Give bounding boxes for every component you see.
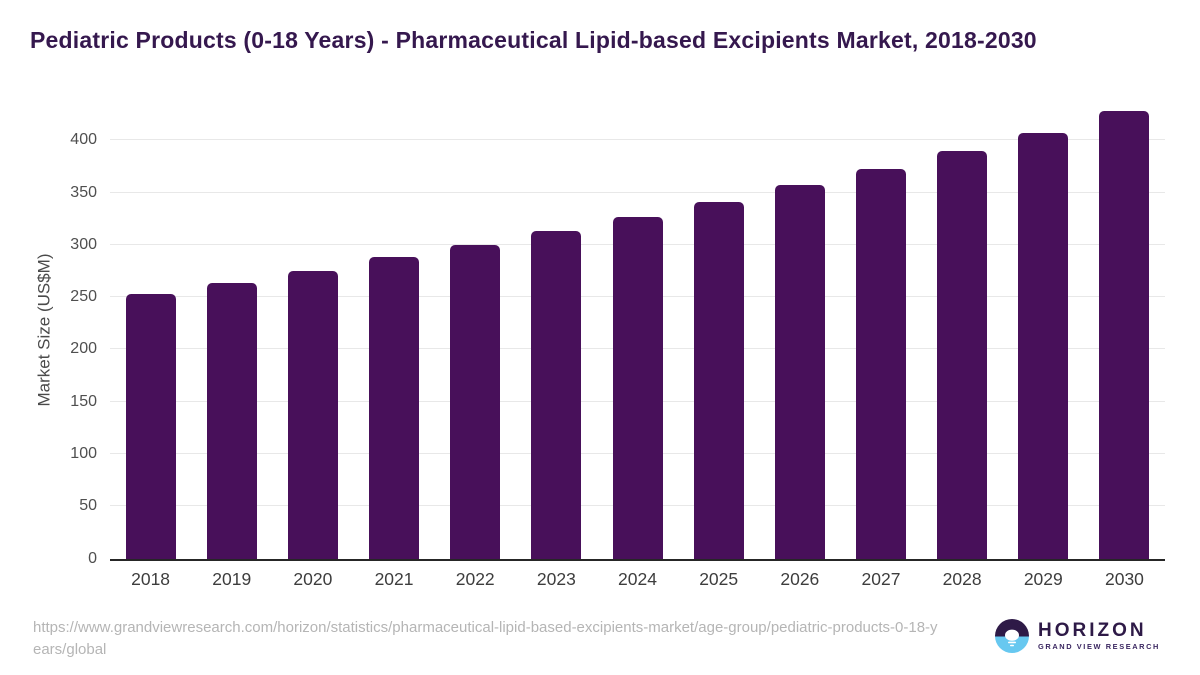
bar-slot [272, 101, 353, 559]
header: Pediatric Products (0-18 Years) - Pharma… [0, 0, 1200, 55]
x-tick-label: 2019 [212, 568, 252, 589]
bar-slot [353, 101, 434, 559]
x-tick-label: 2023 [536, 568, 576, 589]
x-tick-label: 2026 [780, 568, 820, 589]
bar [1099, 111, 1150, 559]
bar-slot [597, 101, 678, 559]
x-tick-label: 2025 [699, 568, 739, 589]
bar [287, 271, 338, 559]
bar-slot [1003, 101, 1084, 559]
footer: https://www.grandviewresearch.com/horizo… [0, 609, 1200, 675]
bar [531, 231, 582, 559]
gridline [110, 139, 1165, 141]
bar-slot [110, 101, 191, 559]
bar-slot [516, 101, 597, 559]
logo-text: HORIZON GRAND VIEW RESEARCH [1038, 619, 1160, 652]
bar [774, 185, 825, 559]
bar-slot [191, 101, 272, 559]
bar [125, 294, 176, 559]
bar-slot [840, 101, 921, 559]
brand-subtitle: GRAND VIEW RESEARCH [1038, 642, 1160, 652]
x-tick-label: 2028 [942, 568, 982, 589]
x-tick-label: 2018 [131, 568, 171, 589]
bar-slot [435, 101, 516, 559]
bar-slot [922, 101, 1003, 559]
bar [369, 257, 420, 559]
bars [110, 101, 1165, 559]
bar [206, 282, 257, 559]
y-tick-label: 200 [70, 340, 97, 358]
y-tick-label: 350 [70, 183, 97, 201]
y-tick-label: 300 [70, 235, 97, 253]
chart: Market Size (US$M) 0 50 100 150 200 250 300 350… [35, 101, 1165, 567]
bar [855, 168, 906, 559]
y-tick-label: 100 [70, 445, 97, 463]
bar [1018, 133, 1069, 559]
y-tick-label: 150 [70, 392, 97, 410]
bar [450, 244, 501, 559]
x-tick-label: 2020 [293, 568, 333, 589]
x-tick-label: 2021 [374, 568, 414, 589]
logo: HORIZON GRAND VIEW RESEARCH [995, 619, 1160, 653]
y-tick-label: 50 [79, 497, 97, 515]
chart-title: Pediatric Products (0-18 Years) - Pharma… [30, 27, 1037, 53]
x-tick-label: 2030 [1104, 568, 1144, 589]
y-axis-title-box: Market Size (US$M) [15, 101, 75, 559]
brand-name: HORIZON [1038, 619, 1147, 641]
bar-slot [678, 101, 759, 559]
horizon-logo-icon [995, 619, 1030, 653]
x-labels: 2018 2019 2020 2021 2022 2023 2024 2025 2026 2027… [110, 559, 1165, 590]
gridline [110, 191, 1165, 193]
y-tick-label: 0 [88, 549, 97, 567]
y-axis-title: Market Size (US$M) [35, 253, 54, 407]
bar-slot [759, 101, 840, 559]
x-tick-label: 2024 [618, 568, 657, 589]
y-tick-label: 250 [70, 288, 97, 306]
bar [693, 202, 744, 559]
x-tick-label: 2029 [1023, 568, 1063, 589]
plot-area: 0 50 100 150 200 250 300 350 400 [70, 101, 1165, 567]
bar [612, 216, 663, 559]
x-tick-label: 2027 [861, 568, 901, 589]
x-tick-label: 2022 [455, 568, 495, 589]
bar-slot [1084, 101, 1165, 559]
bar [937, 150, 988, 559]
y-tick-label: 400 [70, 131, 97, 149]
source-url: https://www.grandviewresearch.com/horizo… [33, 619, 938, 658]
